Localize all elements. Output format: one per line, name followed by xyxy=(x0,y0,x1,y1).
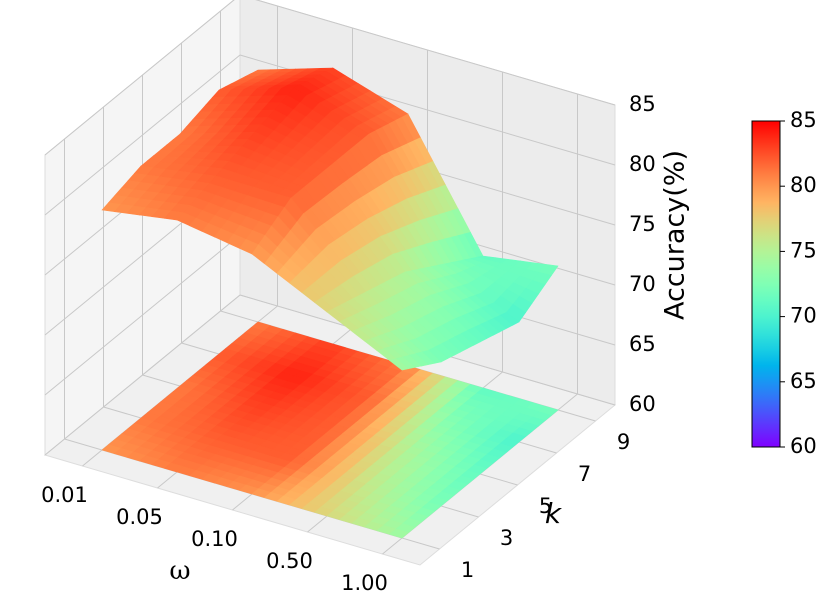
z-tick-label: 60 xyxy=(629,392,656,416)
x-tick-label: 1.00 xyxy=(341,571,388,595)
y-tick-label: 7 xyxy=(578,462,591,486)
grid-line xyxy=(44,234,241,396)
z-axis-label: Accuracy(%) xyxy=(660,150,691,320)
surface-patch xyxy=(388,358,410,371)
z-tick-label: 70 xyxy=(629,272,656,296)
colorbar-tick-label: 60 xyxy=(790,434,817,458)
y-tick-label: 9 xyxy=(617,430,630,454)
x-axis-label: ω xyxy=(169,556,190,586)
grid-line xyxy=(44,294,241,456)
z-tick-label: 80 xyxy=(629,152,656,176)
grid-line xyxy=(255,0,616,106)
colorbar-tick-label: 80 xyxy=(790,173,817,197)
floor-layer xyxy=(101,321,559,539)
x-tick-label: 0.05 xyxy=(116,505,163,529)
colorbar-tick-label: 70 xyxy=(790,304,817,328)
floor-contour xyxy=(388,528,410,539)
grid-line xyxy=(44,54,241,216)
surface-layer xyxy=(101,67,559,371)
colorbar-tick-label: 65 xyxy=(790,369,817,393)
grid-line xyxy=(44,0,235,156)
z-tick-label: 85 xyxy=(629,92,656,116)
x-tick-label: 0.01 xyxy=(41,483,88,507)
x-tick-label: 0.50 xyxy=(266,549,313,573)
colorbar-tick-label: 85 xyxy=(790,108,817,132)
colorbar-tick-label: 75 xyxy=(790,238,817,262)
y-axis-label: k xyxy=(545,497,563,530)
colorbar xyxy=(751,120,781,448)
z-tick-label: 75 xyxy=(629,212,656,236)
y-tick-label: 5 xyxy=(539,494,552,518)
y-tick-label: 1 xyxy=(461,558,474,582)
x-tick-label: 0.10 xyxy=(191,527,238,551)
z-tick-label: 65 xyxy=(629,332,656,356)
y-tick-label: 3 xyxy=(500,526,513,550)
